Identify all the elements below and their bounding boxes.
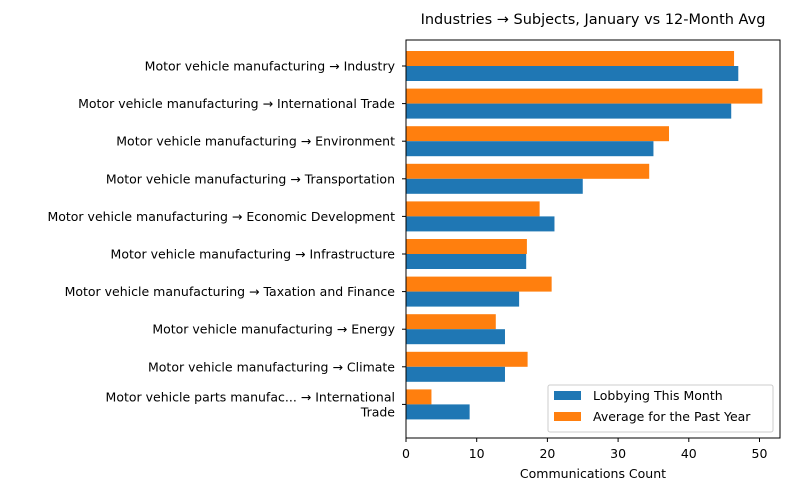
y-tick-label: Motor vehicle manufacturing → Climate <box>148 359 395 374</box>
bar-average <box>406 163 650 179</box>
legend-label-lobbying: Lobbying This Month <box>593 388 723 403</box>
bar-average <box>406 126 670 142</box>
bar-lobbying <box>406 141 654 157</box>
bar-lobbying <box>406 66 739 81</box>
x-tick-label: 20 <box>539 446 555 461</box>
axes-frame <box>405 39 781 439</box>
x-tick-label: 0 <box>402 446 410 461</box>
y-tick-label: Motor vehicle manufacturing → Industry <box>145 59 396 74</box>
legend-swatch-lobbying <box>554 391 581 400</box>
bar-lobbying <box>406 103 732 119</box>
bar-lobbying <box>406 216 555 232</box>
bar-average <box>406 276 552 292</box>
y-tick-label: Motor vehicle manufacturing → Environmen… <box>116 134 395 149</box>
bar-average <box>406 389 432 405</box>
y-tick-label: Motor vehicle manufacturing → Transporta… <box>106 171 395 186</box>
bar-average <box>406 314 496 330</box>
bar-lobbying <box>406 329 505 345</box>
x-tick-label: 40 <box>681 446 697 461</box>
chart-title: Industries → Subjects, January vs 12-Mon… <box>421 12 766 28</box>
bar-average <box>406 51 735 66</box>
y-tick-label: Motor vehicle manufacturing → Taxation a… <box>65 284 396 299</box>
bar-lobbying <box>406 178 583 194</box>
bar-lobbying <box>406 404 470 420</box>
x-tick-label: 30 <box>610 446 626 461</box>
y-tick-label: Motor vehicle manufacturing → Internatio… <box>78 96 395 111</box>
bar-lobbying <box>406 366 505 382</box>
legend-swatch-average <box>554 412 581 421</box>
y-tick-label: Motor vehicle manufacturing → Energy <box>152 322 395 337</box>
legend: Lobbying This Month Average for the Past… <box>547 384 774 433</box>
legend-label-average: Average for the Past Year <box>593 409 751 424</box>
bar-average <box>406 201 540 217</box>
bar-lobbying <box>406 291 520 307</box>
bar-lobbying <box>406 254 527 269</box>
x-tick-label: 10 <box>469 446 485 461</box>
legend-box <box>547 384 774 433</box>
x-tick-label: 50 <box>752 446 768 461</box>
y-tick-label: Motor vehicle manufacturing → Infrastruc… <box>111 247 396 262</box>
bar-average <box>406 351 528 367</box>
x-axis-label: Communications Count <box>520 466 666 481</box>
bar-average <box>406 88 763 104</box>
bar-average <box>406 239 527 254</box>
y-tick-label: Motor vehicle parts manufac... → Interna… <box>106 389 396 419</box>
y-tick-label: Motor vehicle manufacturing → Economic D… <box>47 209 395 224</box>
